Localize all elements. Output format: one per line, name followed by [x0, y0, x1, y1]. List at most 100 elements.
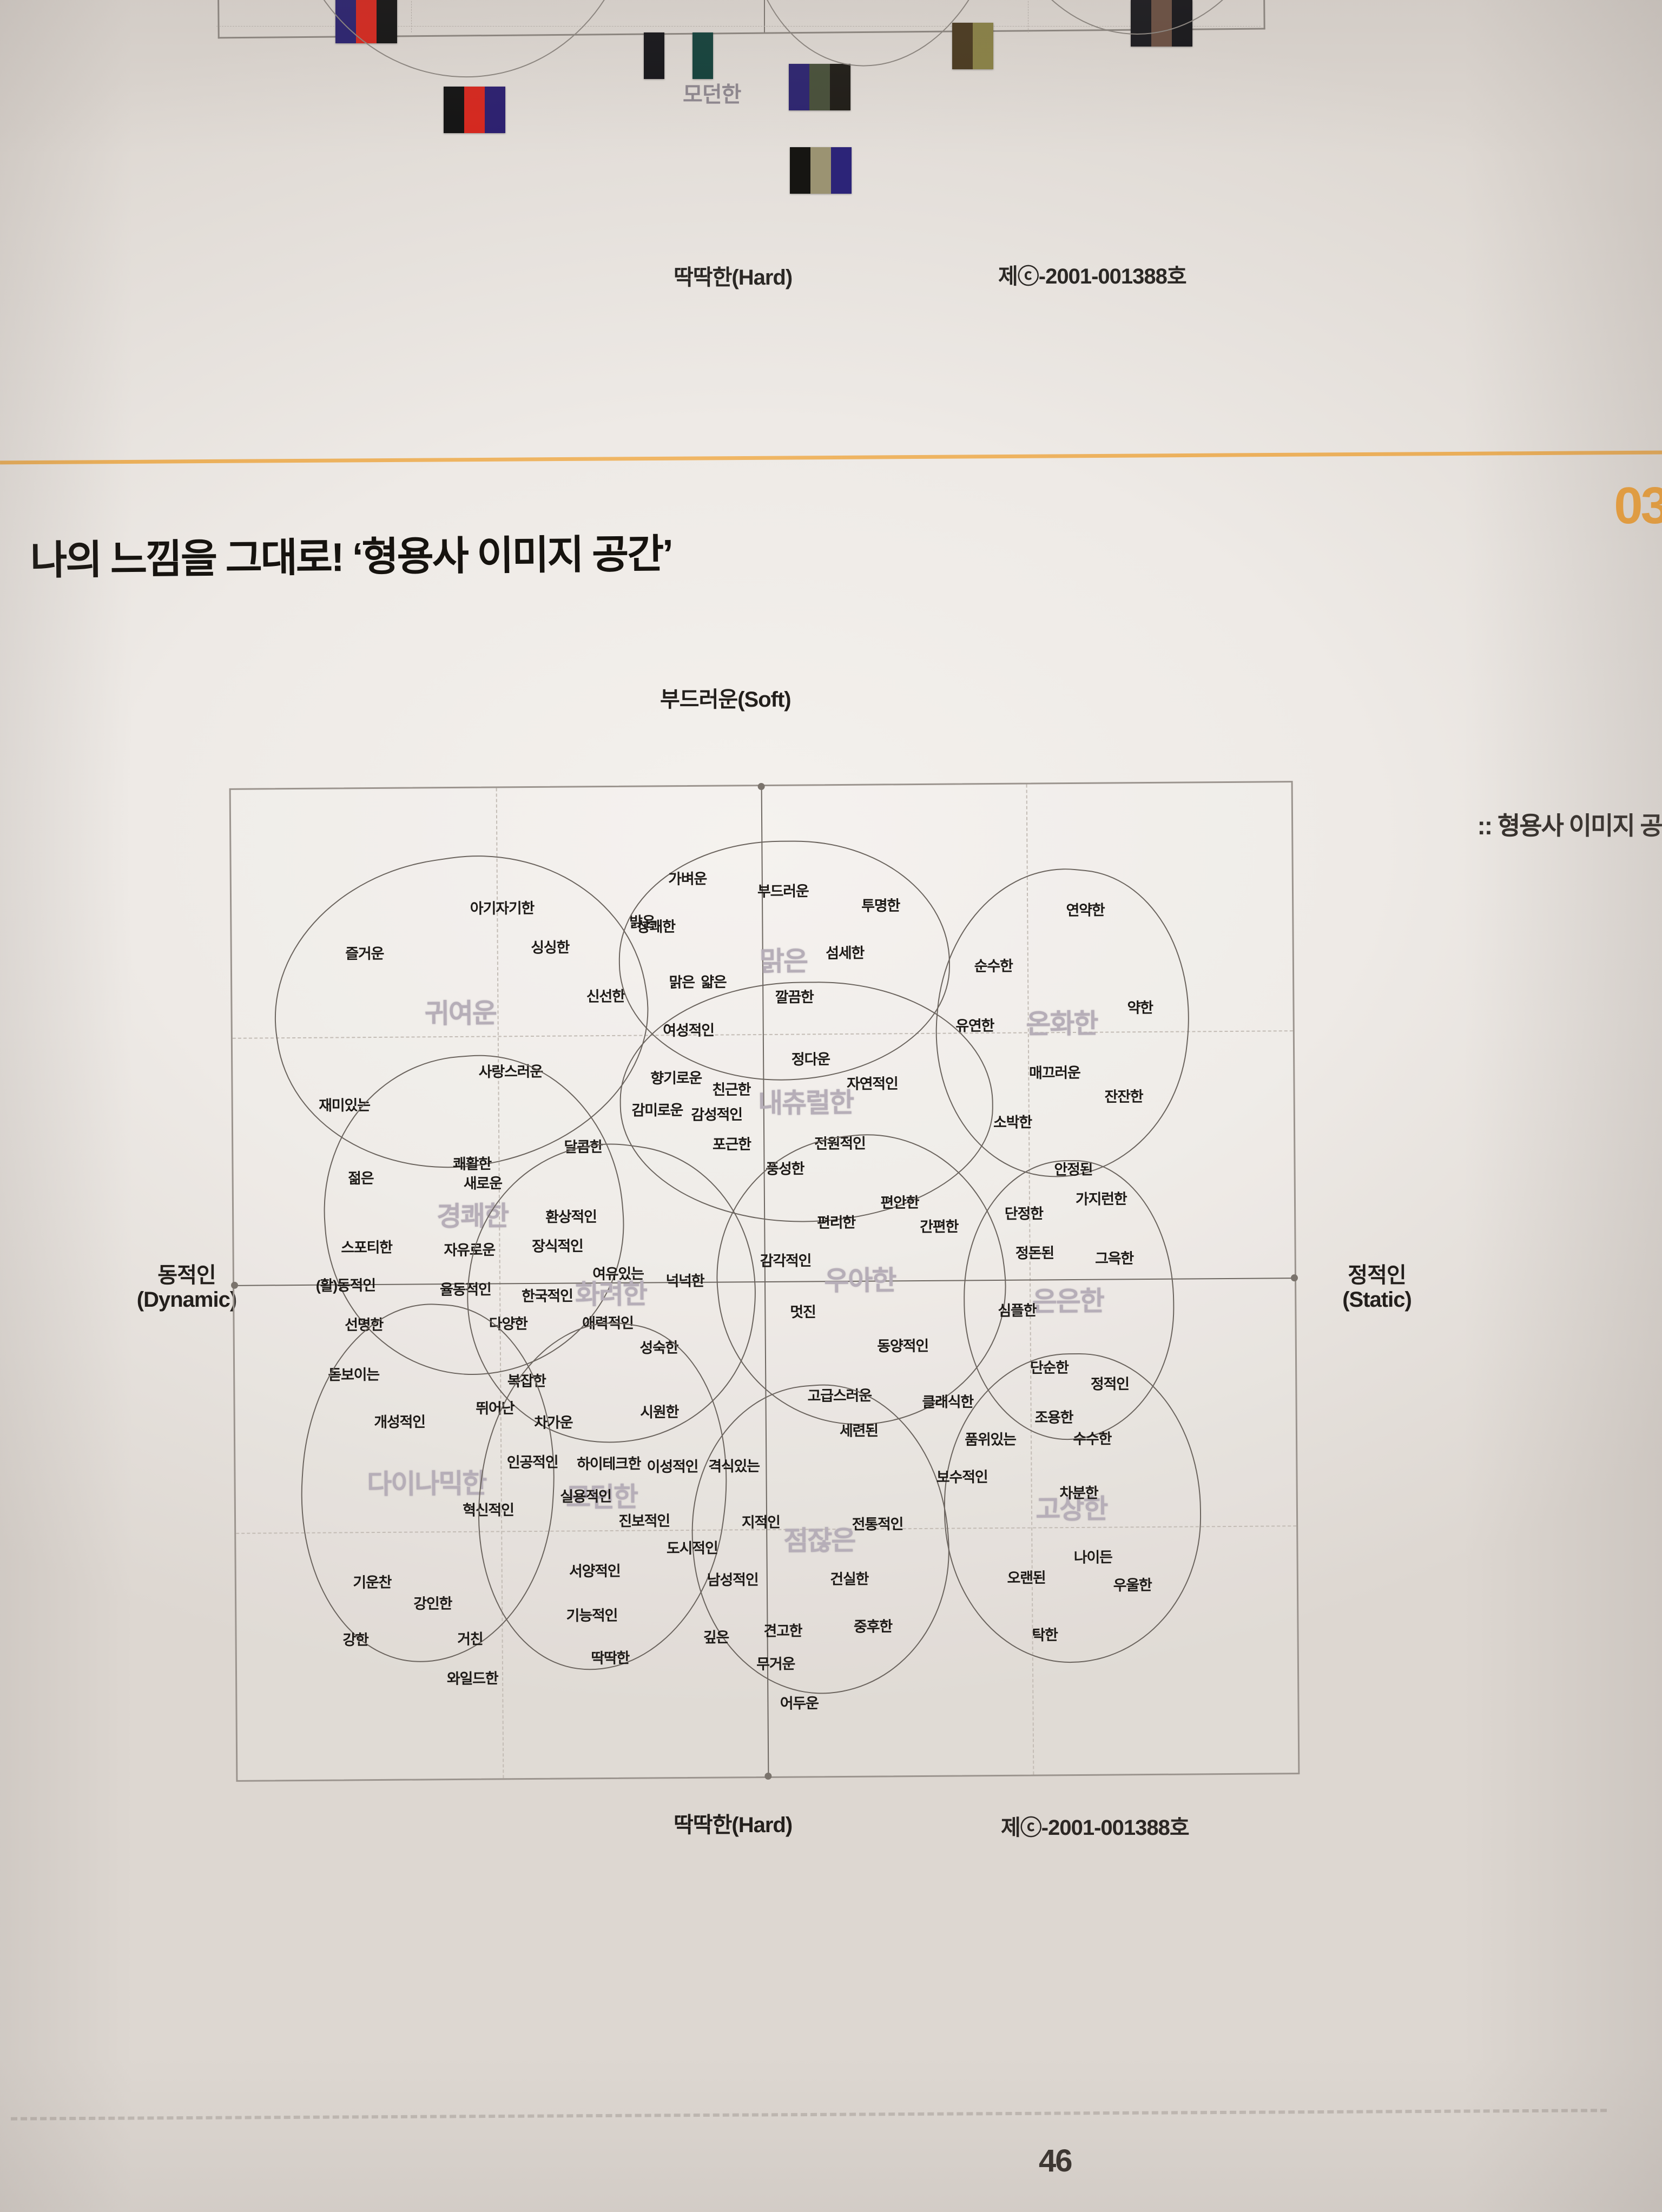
adjective-word: 한국적인: [521, 1287, 573, 1305]
adjective-word: 자연적인: [846, 1075, 898, 1092]
adjective-word: 기능적인: [566, 1607, 618, 1624]
adjective-word: 넉넉한: [665, 1273, 704, 1290]
adjective-word: 새로운: [463, 1175, 502, 1192]
axis-label-static: 정적인 (Static): [1296, 1263, 1458, 1312]
adjective-word: 그윽한: [1094, 1250, 1134, 1267]
adjective-word: 부드러운: [757, 883, 809, 900]
adjective-word: 수수한: [1073, 1430, 1112, 1447]
adjective-word: 품위있는: [965, 1431, 1016, 1448]
adjective-word: 유연한: [955, 1017, 994, 1034]
adjective-word: 클래식한: [922, 1394, 974, 1411]
adjective-word: 편리한: [816, 1214, 856, 1232]
adjective-word: (활)동적인: [315, 1277, 376, 1294]
adjective-word: 친근한: [712, 1081, 751, 1098]
previous-figure-crop: 모던한 딱딱한(Hard) 제ⓒ-2001-001388호: [0, 0, 1662, 346]
figure-copyright: 제ⓒ-2001-001388호: [1001, 1816, 1190, 1840]
axis-label-dynamic: 동적인 (Dynamic): [105, 1263, 268, 1312]
top-grid-v1: [411, 0, 412, 32]
adjective-word: 강인한: [413, 1595, 452, 1612]
adjective-word: 감미로운: [631, 1102, 683, 1118]
axis-cap-left: [230, 1281, 239, 1289]
adjective-word: 싱싱한: [531, 939, 570, 956]
color-swatch: [790, 147, 852, 194]
adjective-word: 조용한: [1034, 1409, 1073, 1426]
adjective-word: 인공적인: [506, 1454, 558, 1471]
adjective-word: 즐거운: [345, 945, 384, 962]
color-swatch: [692, 32, 713, 79]
adjective-word: 전통적인: [852, 1516, 903, 1533]
adjective-word: 감각적인: [760, 1252, 812, 1269]
adjective-word: 우울한: [1113, 1577, 1152, 1594]
adjective-word: 가지런한: [1075, 1190, 1127, 1208]
cluster-label: 점잖은: [783, 1525, 855, 1556]
axis-cap-bottom: [764, 1772, 772, 1780]
adjective-word: 진보적인: [618, 1512, 670, 1530]
adjective-word: 신선한: [586, 988, 625, 1005]
axis-label-static-ko: 정적인: [1348, 1263, 1406, 1287]
adjective-word: 여유있는: [592, 1265, 644, 1282]
adjective-word: 탁한: [1032, 1627, 1058, 1644]
adjective-word: 향기로운: [650, 1070, 702, 1087]
axis-label-dynamic-ko: 동적인: [157, 1263, 216, 1287]
adjective-word: 깊은: [703, 1629, 729, 1646]
adjective-word: 젊은: [348, 1170, 374, 1187]
adjective-word: 딱딱한: [591, 1649, 630, 1667]
cluster-label: 내츄럴한: [757, 1087, 854, 1119]
adjective-word: 환상적인: [545, 1208, 597, 1225]
top-cluster-label: 모던한: [683, 83, 741, 107]
color-swatch: [335, 0, 397, 43]
adjective-word: 아기자기한: [470, 900, 535, 917]
adjective-word: 거친: [457, 1631, 483, 1648]
adjective-word: 순수한: [974, 958, 1013, 975]
adjective-word: 얇은: [701, 973, 727, 990]
adjective-word: 정돈된: [1015, 1245, 1054, 1262]
cluster-label: 은은한: [1032, 1286, 1104, 1317]
top-figure-bottom-label: 딱딱한(Hard): [674, 266, 793, 289]
color-swatch: [444, 87, 505, 133]
adjective-word: 견고한: [763, 1623, 802, 1640]
adjective-word: 무거운: [756, 1655, 795, 1673]
adjective-word: 건실한: [830, 1571, 869, 1588]
page-title: 나의 느낌을 그대로! ‘형용사 이미지 공간’: [30, 531, 672, 583]
adjective-word: 와일드한: [446, 1670, 498, 1687]
adjective-word: 지적인: [741, 1514, 780, 1531]
cluster-label: 맑은: [759, 946, 808, 977]
adjective-word: 여성적인: [663, 1022, 714, 1039]
adjective-word: 섬세한: [826, 945, 865, 962]
adjective-word: 잔잔한: [1104, 1089, 1143, 1105]
adjective-word: 심플한: [998, 1302, 1037, 1319]
cluster-label: 온화한: [1026, 1008, 1098, 1039]
top-figure-copyright: 제ⓒ-2001-001388호: [998, 265, 1187, 288]
adjective-word: 정다운: [791, 1051, 830, 1068]
adjective-word: 장식적인: [531, 1238, 583, 1255]
color-swatch: [789, 64, 850, 110]
adjective-word: 기운찬: [353, 1574, 392, 1591]
adjective-word: 도시적인: [666, 1540, 718, 1557]
adjective-word: 포근한: [712, 1136, 751, 1153]
top-grid-h: [216, 26, 1261, 27]
adjective-word: 맑은: [669, 974, 695, 991]
adjective-word: 상쾌한: [636, 918, 675, 936]
adjective-word: 중후한: [853, 1618, 893, 1635]
adjective-word: 보수적인: [936, 1469, 988, 1486]
side-caption: :: 형용사 이미지 공간: [1477, 812, 1662, 840]
axis-label-hard: 딱딱한(Hard): [674, 1813, 793, 1837]
adjective-word: 어두운: [780, 1695, 819, 1712]
adjective-word: 편안한: [880, 1194, 919, 1211]
top-axis-v: [764, 0, 765, 32]
adjective-word: 이성적인: [647, 1458, 698, 1475]
axis-label-dynamic-en: (Dynamic): [136, 1287, 237, 1312]
adjective-word: 남성적인: [707, 1571, 759, 1589]
adjective-word: 멋진: [790, 1304, 816, 1321]
adjective-word: 소박한: [993, 1114, 1032, 1131]
adjective-word: 강한: [342, 1631, 368, 1649]
adjective-word: 오랜된: [1007, 1569, 1046, 1586]
adjective-word: 차가운: [534, 1414, 573, 1431]
adjective-word: 동양적인: [877, 1338, 929, 1354]
cluster-label: 다이나믹한: [367, 1468, 486, 1500]
adjective-word: 가벼운: [668, 871, 707, 888]
adjective-word: 투명한: [861, 897, 900, 914]
adjective-word: 간편한: [920, 1219, 959, 1235]
cluster-label: 귀여운: [424, 998, 497, 1029]
